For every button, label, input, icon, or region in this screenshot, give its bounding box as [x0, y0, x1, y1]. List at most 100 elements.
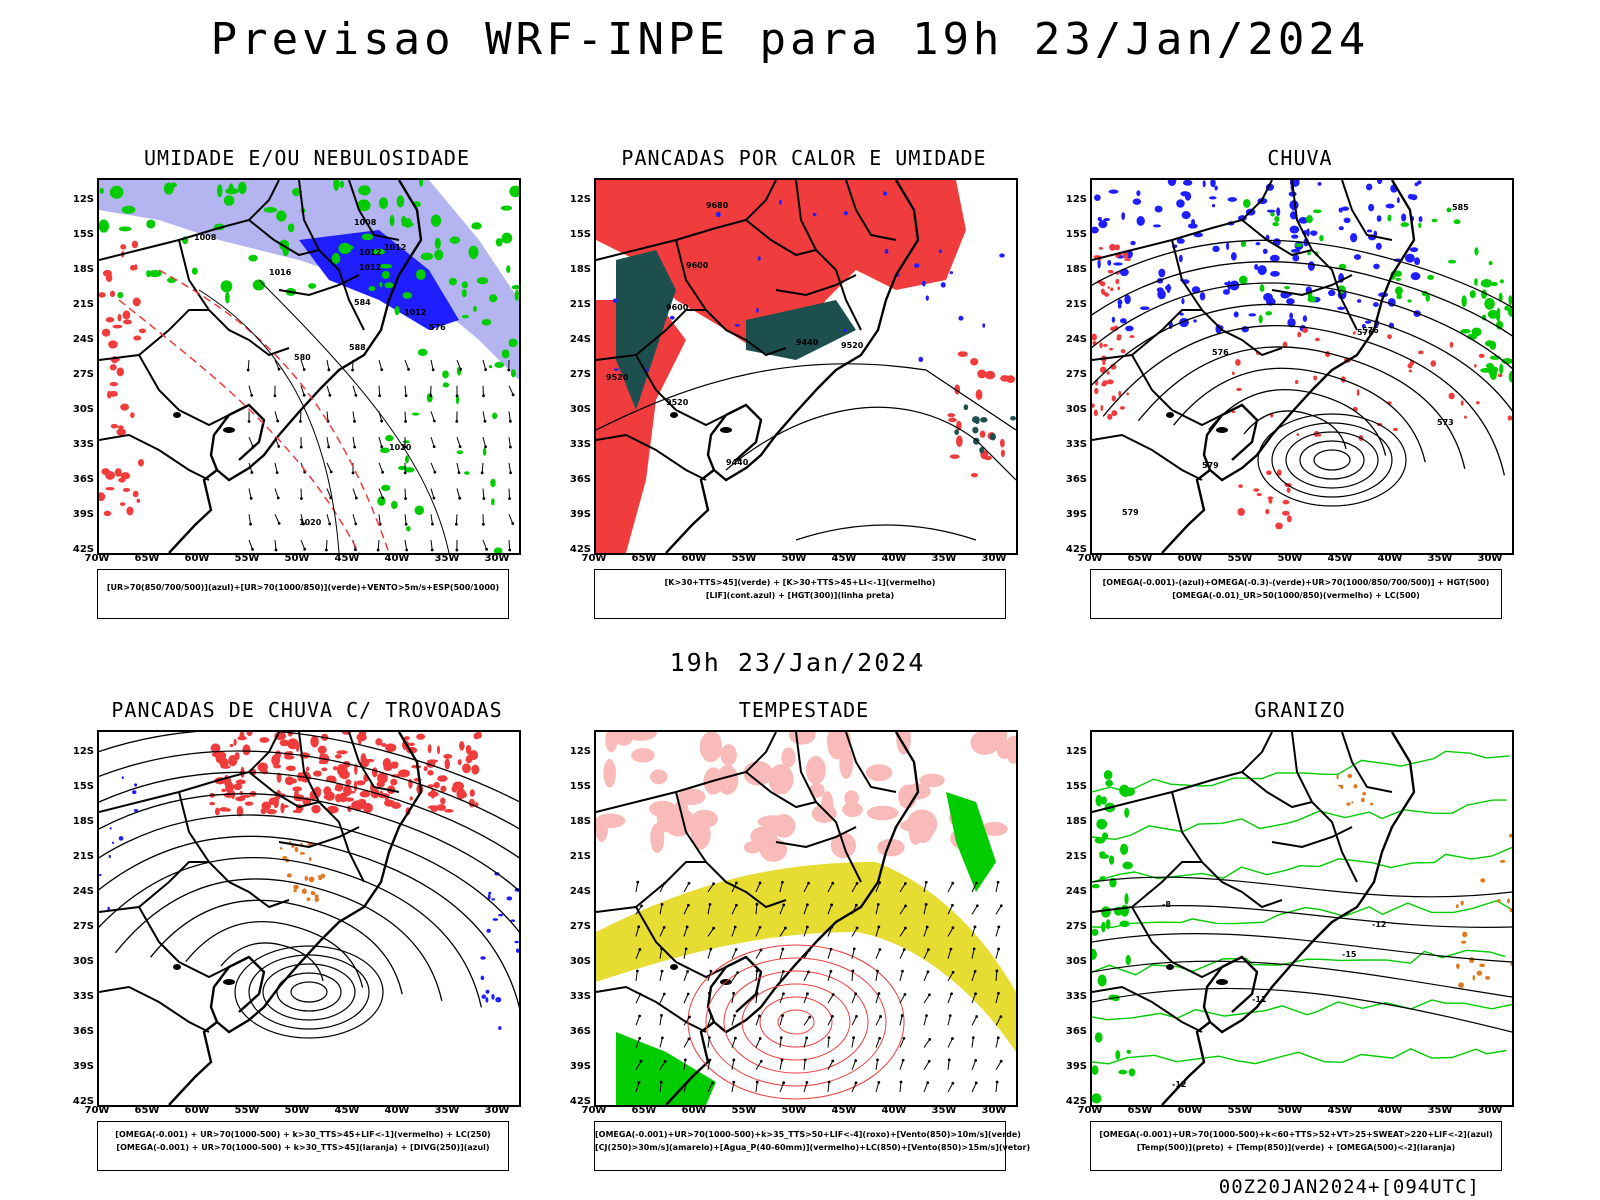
lon-tick-label: 70W: [1077, 553, 1103, 564]
panel-legend: [OMEGA(-0.001)+UR>70(1000-500)+k<60+TTS>…: [1090, 1121, 1502, 1171]
temp850-isotherm: [1092, 999, 1512, 1021]
lon-tick-label: 35W: [434, 1105, 460, 1116]
contour-label: 1012: [359, 248, 381, 257]
lat-tick-label: 15S: [1065, 781, 1087, 792]
lon-tick-label: 40W: [1377, 1105, 1403, 1116]
lat-tick-label: 30S: [569, 956, 591, 967]
contour-label: 1008: [354, 218, 377, 227]
legend-line: [OMEGA(-0.001) + UR>70(1000-500) + k>30_…: [115, 1130, 491, 1139]
contour-label: 576: [1362, 326, 1379, 335]
lon-tick-label: 50W: [284, 553, 310, 564]
contour-labels: -8 -12 -15 -11 -12: [1162, 900, 1386, 1089]
divergence-blue-west: [99, 776, 139, 911]
coastline-borders: [99, 732, 423, 1105]
lon-tick-label: 60W: [1177, 1105, 1203, 1116]
lat-tick-label: 18S: [1065, 816, 1087, 827]
map-panel-6: GRANIZO -8 -12 -15 -11 -12 12S 15S 18S 21S 24S 27S 3…: [1045, 698, 1535, 1191]
divergence-blue: [480, 872, 519, 1031]
lat-tick-label: 15S: [569, 229, 591, 240]
lif-contours: [613, 191, 1005, 372]
lat-tick-label: 24S: [72, 886, 94, 897]
legend-line: [OMEGA(-0.001)-(azul)+OMEGA(-0.3)-(verde…: [1102, 578, 1490, 587]
lon-tick-label: 35W: [1427, 553, 1453, 564]
showers-ocean-area: [947, 351, 1016, 478]
lon-tick-label: 30W: [981, 553, 1007, 564]
lat-tick-label: 36S: [1065, 1026, 1087, 1037]
contour-label: -12: [1372, 920, 1386, 929]
contour-label: 585: [1452, 203, 1469, 212]
contour-label: 9520: [666, 398, 689, 407]
legend-line: [UR>70(850/700/500)](azul)+[UR>70(1000/8…: [106, 583, 500, 592]
lc250-streamlines: [99, 732, 519, 1039]
contour-label: 9600: [686, 261, 709, 270]
temp500-isotherm: [1092, 933, 1512, 963]
omega500-orange: [1455, 833, 1512, 989]
lat-tick-label: 30S: [72, 404, 94, 415]
lat-tick-label: 18S: [72, 264, 94, 275]
lat-tick-label: 39S: [1065, 509, 1087, 520]
wind850-green-south: [616, 1032, 716, 1105]
humidity-east-contours: [377, 281, 519, 553]
lon-tick-label: 60W: [681, 553, 707, 564]
lon-tick-label: 30W: [484, 1105, 510, 1116]
lon-tick-label: 40W: [881, 553, 907, 564]
lon-tick-label: 55W: [234, 1105, 260, 1116]
lat-tick-label: 18S: [569, 816, 591, 827]
panel-title: PANCADAS POR CALOR E UMIDADE: [621, 146, 987, 170]
coastline-borders: [596, 732, 920, 1105]
contour-label: 1016: [269, 268, 292, 277]
hgt300-line: [596, 363, 1016, 431]
lon-tick-label: 70W: [1077, 1105, 1103, 1116]
panel-title: CHUVA: [1267, 146, 1333, 170]
contour-labels: 9680 9600 9600 9520 9520 9440 9440 9520: [606, 201, 864, 467]
main-title: Previsao WRF-INPE para 19h 23/Jan/2024: [210, 14, 1370, 65]
temp850-isotherm: [1092, 1048, 1507, 1065]
lon-tick-label: 55W: [234, 553, 260, 564]
lat-tick-label: 27S: [72, 921, 94, 932]
contour-label: 9440: [726, 458, 749, 467]
lon-tick-label: 55W: [1227, 553, 1253, 564]
legend-line: [OMEGA(-0.01)_UR>50(1000/850)(vermelho) …: [1172, 591, 1420, 600]
rh-red-area: [1231, 327, 1512, 442]
contour-label: 1008: [194, 233, 217, 242]
contour-label: 588: [349, 343, 366, 352]
temp500-isotherm: [1092, 987, 1512, 1033]
showers-heat-area: [596, 180, 966, 350]
lon-tick-label: 60W: [1177, 553, 1203, 564]
lat-tick-label: 36S: [569, 474, 591, 485]
legend-line: [Temp(500)](preto) + [Temp(850)](verde) …: [1136, 1143, 1456, 1152]
map-panel-4: PANCADAS DE CHUVA C/ TROVOADAS 12S 15S 18S 2…: [52, 698, 542, 1191]
weather-map: 1008 1012 1016 1008 1012 1012 1020 1020 576 580 58…: [97, 178, 521, 555]
lc500-streamlines: [1092, 239, 1512, 507]
coastline-borders: [1092, 180, 1416, 553]
contour-label: 1012: [384, 243, 406, 252]
contour-label: -11: [1252, 995, 1267, 1004]
isobar-line: [198, 289, 340, 553]
map-panel-2: PANCADAS POR CALOR E UMIDADE 9680 9600 9600…: [549, 146, 1039, 639]
temp500-isotherm: [1092, 960, 1512, 998]
weather-map: [97, 730, 521, 1107]
lon-tick-label: 65W: [631, 553, 657, 564]
lon-tick-label: 40W: [881, 1105, 907, 1116]
contour-label: 579: [1122, 508, 1139, 517]
lon-tick-label: 70W: [84, 1105, 110, 1116]
temp850-isotherm: [1092, 899, 1511, 929]
lon-tick-label: 40W: [384, 553, 410, 564]
map-panel-3: CHUVA 576 576 579 573 576 579 585 12S 15S 18S 21S 24…: [1045, 146, 1535, 639]
lc850-streamline: [759, 996, 833, 1048]
thickness-line: [158, 269, 390, 553]
wind850-green-area: [946, 792, 996, 892]
lon-tick-label: 65W: [1127, 553, 1153, 564]
panel-title: GRANIZO: [1254, 698, 1346, 722]
lat-tick-label: 24S: [569, 886, 591, 897]
lat-tick-label: 27S: [1065, 369, 1087, 380]
coastline-borders: [596, 180, 920, 553]
lon-tick-label: 45W: [831, 553, 857, 564]
lc850-streamline: [741, 983, 851, 1061]
panel-legend: [OMEGA(-0.001) + UR>70(1000-500) + k>30_…: [97, 1121, 509, 1171]
wind-vectors: [246, 359, 515, 552]
lon-tick-label: 70W: [581, 1105, 607, 1116]
lat-tick-label: 39S: [569, 509, 591, 520]
lon-tick-label: 45W: [1327, 553, 1353, 564]
lat-tick-label: 18S: [1065, 264, 1087, 275]
